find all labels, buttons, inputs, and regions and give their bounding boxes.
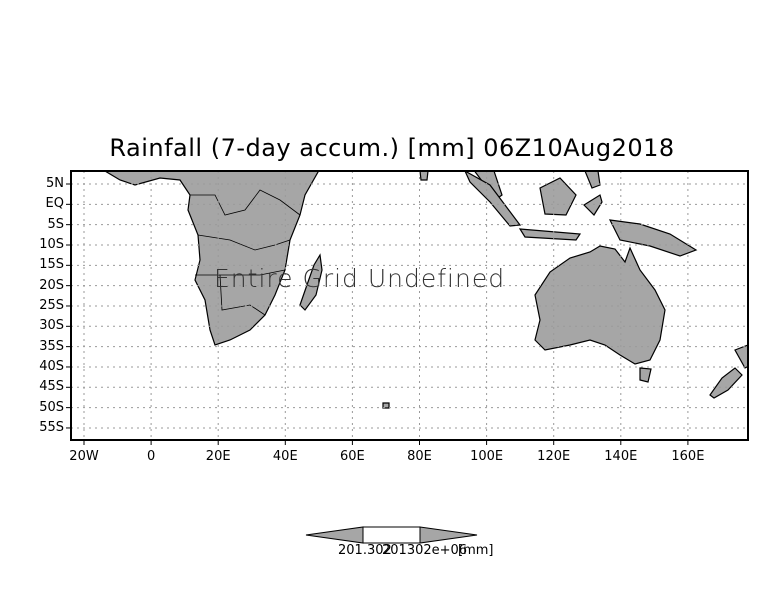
y-axis-label: 50S (39, 399, 64, 415)
madagascar (299, 253, 323, 311)
africa-borders-4 (219, 274, 266, 316)
australia (534, 245, 666, 365)
y-axis-label: 15S (39, 257, 64, 273)
x-axis-label: 0 (146, 449, 156, 464)
y-axis-label: 25S (39, 297, 64, 313)
colorbar-label-left: 201.302 (338, 543, 392, 558)
colorbar (305, 526, 478, 544)
y-axis-label: 45S (39, 379, 64, 395)
plot-frame (70, 170, 749, 441)
colorbar-units: [mm] (458, 543, 494, 558)
x-axis-label: 20E (205, 449, 231, 464)
gridlines (71, 171, 748, 440)
y-axis-label: 35S (39, 338, 64, 354)
x-axis-label: 160E (671, 449, 705, 464)
plot-title: Rainfall (7-day accum.) [mm] 06Z10Aug201… (109, 134, 675, 162)
colorbar-box (362, 526, 421, 544)
africa-borders-2 (197, 234, 291, 251)
landmasses (104, 171, 748, 409)
y-axis-label: EQ (45, 196, 64, 212)
y-axis-label: 20S (39, 277, 64, 293)
y-axis-label: 5S (47, 216, 64, 232)
x-axis-label: 120E (537, 449, 571, 464)
colorbar-left-triangle (305, 526, 364, 544)
colorbar-right-triangle (419, 526, 478, 544)
y-axis-label: 40S (39, 358, 64, 374)
x-axis-label: 80E (407, 449, 432, 464)
x-axis-label: 140E (604, 449, 638, 464)
undefined-grid-message: Entire Grid Undefined (214, 264, 506, 293)
x-axis-label: 20W (69, 449, 99, 464)
philippines (584, 171, 601, 189)
y-axis-label: 10S (39, 236, 64, 252)
borneo (539, 177, 577, 216)
x-axis-label: 100E (470, 449, 504, 464)
tasmania (639, 367, 652, 383)
sri-lanka (419, 171, 429, 181)
y-axis-label: 55S (39, 419, 64, 435)
africa-borders-3 (195, 269, 286, 276)
x-axis-label: 40E (272, 449, 298, 464)
y-axis-label: 5N (46, 176, 64, 191)
colorbar-label-right: 201302e+06 (382, 543, 468, 558)
africa (104, 171, 320, 346)
africa-borders (190, 189, 301, 216)
java (518, 228, 582, 241)
new-zealand-south (709, 367, 743, 399)
sulawesi (583, 194, 603, 216)
sumatra (464, 171, 522, 227)
y-axis-label: 30S (39, 318, 64, 334)
x-axis-label: 60E (340, 449, 365, 464)
new-guinea (608, 219, 698, 257)
